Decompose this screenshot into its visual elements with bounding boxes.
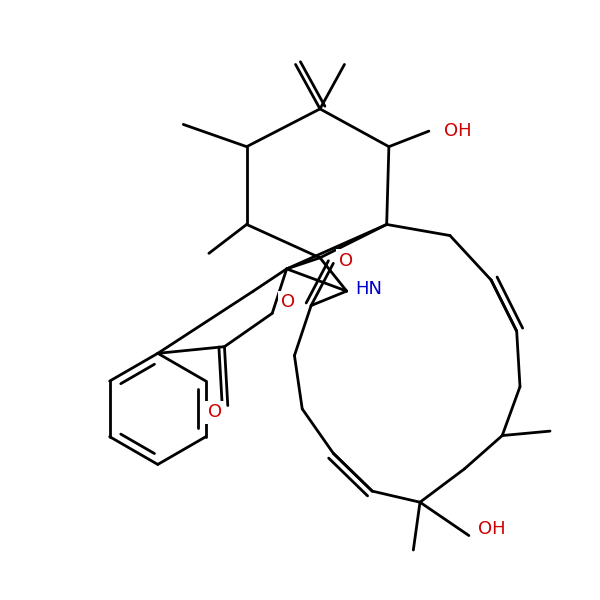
- Text: OH: OH: [445, 122, 472, 140]
- Text: OH: OH: [478, 520, 505, 538]
- Text: O: O: [281, 293, 295, 311]
- Text: HN: HN: [356, 280, 383, 298]
- Text: O: O: [339, 252, 353, 270]
- Text: O: O: [208, 403, 222, 421]
